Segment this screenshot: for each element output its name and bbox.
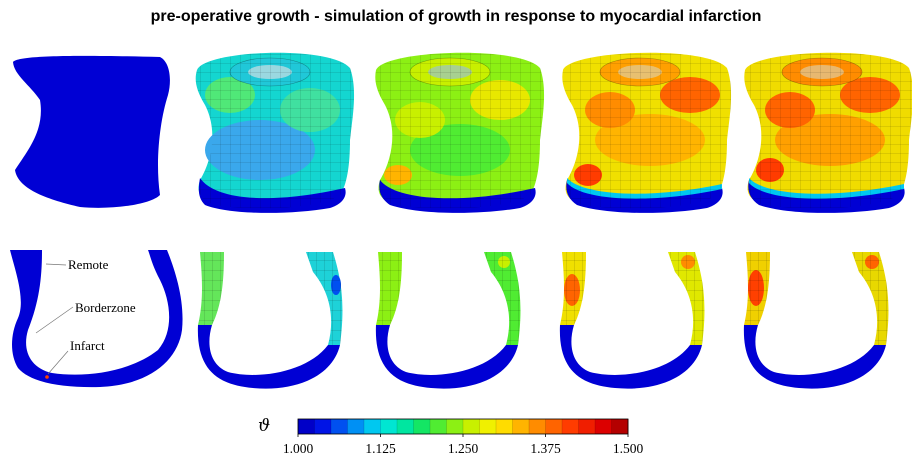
colorbar-swatch [562, 419, 579, 434]
colorbar-tick-label: 1.375 [530, 441, 561, 456]
infarct-pointer [47, 350, 69, 375]
colorbar-swatch [413, 419, 431, 434]
colorbar-swatch [479, 419, 497, 434]
cross-section-stage-4 [559, 252, 705, 389]
colorbar-swatch [380, 419, 398, 434]
heart-3d-stage-5 [744, 52, 912, 213]
colorbar-swatch [595, 419, 612, 434]
heart-3d-stage-4 [562, 52, 732, 213]
colorbar-swatch [529, 419, 546, 434]
heart-3d-row [13, 52, 912, 213]
colorbar-swatch [512, 419, 530, 434]
cross-section-stage-5 [743, 252, 889, 389]
cross-section-stage-2 [197, 252, 343, 389]
colorbar-tick-label: 1.500 [613, 441, 644, 456]
colorbar-swatch [611, 419, 629, 434]
heart-3d-stage-2 [195, 52, 355, 213]
colorbar-tick-label: 1.000 [283, 441, 314, 456]
colorbar-swatch [397, 419, 414, 434]
colorbar-tick-label: 1.250 [448, 441, 479, 456]
colorbar-tick-label: 1.125 [365, 441, 396, 456]
colorbar-swatch [545, 419, 563, 434]
colorbar-swatch [430, 419, 447, 434]
colorbar-swatch [463, 419, 480, 434]
colorbar-swatch [331, 419, 348, 434]
colorbar-swatch [496, 419, 513, 434]
colorbar-swatches [297, 419, 629, 434]
cross-section-row: Remote Borderzone Infarct [10, 250, 889, 389]
cross-section-stage-1: Remote Borderzone Infarct [10, 250, 183, 388]
infarct-marker [45, 375, 49, 379]
cross-section-stage-3 [375, 252, 521, 389]
colorbar-swatch [298, 419, 315, 434]
colorbar-ticks: 1.000 1.125 1.250 1.375 1.500 [283, 434, 644, 456]
colorbar-swatch [314, 419, 332, 434]
figure-title: pre-operative growth - simulation of gro… [150, 8, 762, 25]
colorbar: ϑ 1.000 1.125 1.250 1.375 1.500 [258, 416, 643, 456]
remote-pointer [45, 263, 67, 266]
annotation-infarct: Infarct [70, 338, 105, 353]
colorbar-swatch [578, 419, 596, 434]
heart-3d-stage-3 [375, 52, 545, 213]
annotation-borderzone: Borderzone [75, 300, 136, 315]
annotation-remote: Remote [68, 257, 109, 272]
colorbar-swatch [347, 419, 365, 434]
borderzone-pointer [35, 306, 74, 334]
colorbar-swatch [364, 419, 381, 434]
colorbar-swatch [446, 419, 464, 434]
colorbar-symbol: ϑ [258, 416, 270, 436]
heart-3d-stage-1 [13, 55, 170, 208]
